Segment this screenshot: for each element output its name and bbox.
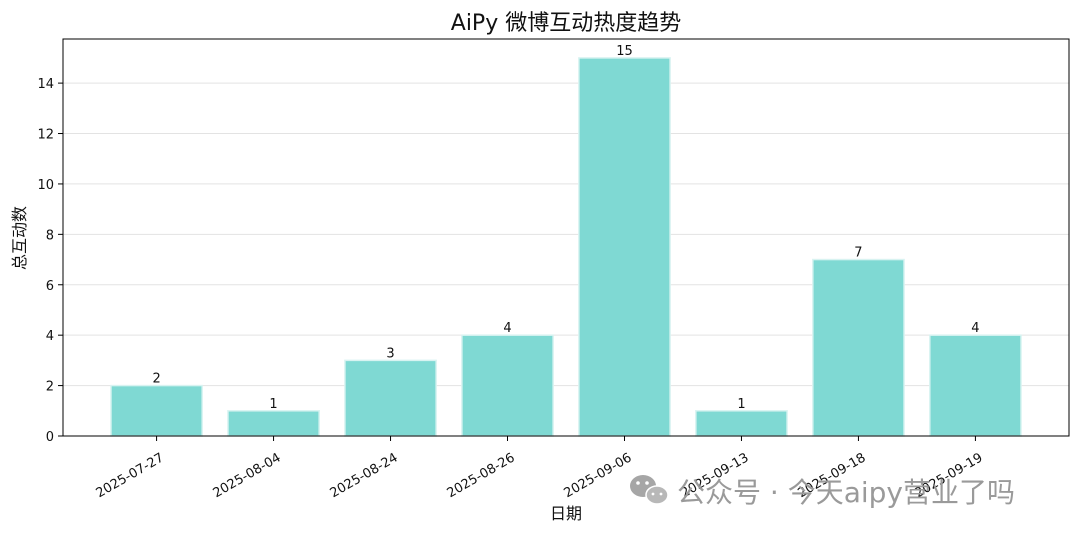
y-axis-ticks: 0 2 4 6 8 10 12 14 bbox=[37, 77, 63, 445]
x-tick-label: 2025-08-24 bbox=[328, 450, 401, 501]
watermark-text: 公众号 · 今天aipy营业了吗 bbox=[677, 476, 1015, 509]
bar-value-label: 1 bbox=[737, 397, 745, 412]
y-tick-label: 8 bbox=[46, 228, 54, 243]
bar bbox=[110, 384, 203, 437]
bar bbox=[578, 57, 671, 437]
bar-value-label: 3 bbox=[386, 346, 394, 361]
bar bbox=[227, 410, 320, 437]
bars bbox=[110, 57, 1022, 437]
y-tick-label: 6 bbox=[46, 279, 54, 294]
watermark: 公众号 · 今天aipy营业了吗 bbox=[630, 475, 1015, 509]
y-tick-label: 2 bbox=[46, 380, 54, 395]
wechat-icon bbox=[630, 475, 669, 505]
y-axis-title: 总互动数 bbox=[10, 206, 29, 270]
x-tick-label: 2025-07-27 bbox=[94, 450, 167, 501]
y-tick-label: 14 bbox=[37, 77, 54, 92]
y-tick-label: 12 bbox=[37, 128, 54, 143]
bar bbox=[695, 410, 788, 437]
bar-value-label: 2 bbox=[152, 372, 160, 387]
grid-lines bbox=[63, 82, 1069, 387]
chart-title: AiPy 微博互动热度趋势 bbox=[451, 11, 681, 36]
bar bbox=[461, 334, 554, 437]
bar bbox=[929, 334, 1022, 437]
bar bbox=[344, 359, 437, 437]
y-tick-label: 0 bbox=[46, 430, 54, 445]
plot-area-frame bbox=[62, 38, 1070, 437]
bar-value-label: 4 bbox=[971, 321, 979, 336]
x-tick-label: 2025-08-04 bbox=[211, 450, 284, 501]
bar-value-label: 15 bbox=[616, 44, 633, 59]
bar-value-label: 4 bbox=[503, 321, 511, 336]
y-tick-label: 10 bbox=[37, 178, 54, 193]
x-axis-title: 日期 bbox=[550, 504, 582, 523]
x-tick-label: 2025-08-26 bbox=[445, 450, 518, 501]
y-tick-label: 4 bbox=[46, 329, 54, 344]
bar-value-label: 7 bbox=[854, 246, 862, 261]
bar bbox=[812, 258, 905, 437]
x-tick-label: 2025-09-06 bbox=[562, 450, 635, 501]
data-labels: 2 1 3 4 15 1 7 4 bbox=[152, 44, 979, 412]
bar-value-label: 1 bbox=[269, 397, 277, 412]
